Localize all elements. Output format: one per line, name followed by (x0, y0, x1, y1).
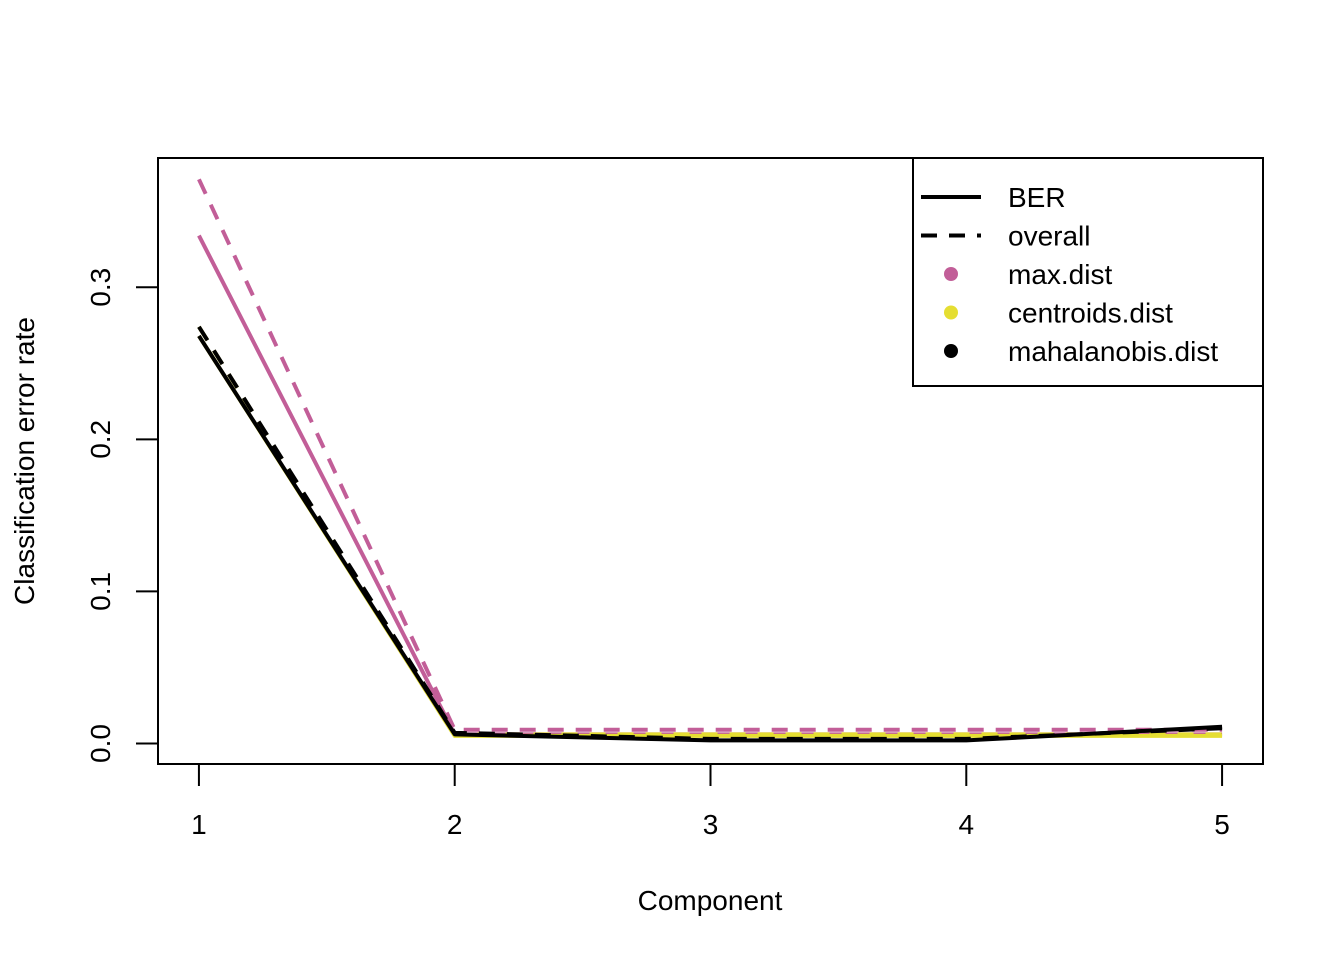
y-tick-label: 0.0 (85, 724, 116, 763)
y-axis-title: Classification error rate (9, 317, 40, 605)
x-tick-label: 2 (447, 809, 463, 840)
y-tick-label: 0.1 (85, 572, 116, 611)
x-tick-label: 3 (703, 809, 719, 840)
x-tick-label: 1 (191, 809, 207, 840)
legend-label-BER: BER (1008, 182, 1066, 213)
y-tick-label: 0.2 (85, 420, 116, 459)
series-line-mahalanobis-dist-overall (197, 325, 1223, 741)
y-axis: 0.0 0.1 0.2 0.3 (85, 268, 159, 763)
legend-label-overall: overall (1008, 221, 1090, 252)
legend-key-mahalanobis-dist (944, 344, 958, 358)
x-axis: 1 2 3 4 5 (191, 763, 1230, 840)
legend-label-max-dist: max.dist (1008, 259, 1112, 290)
legend-label-mahalanobis-dist: mahalanobis.dist (1008, 336, 1218, 367)
x-tick-label: 4 (958, 809, 974, 840)
x-axis-title: Component (638, 885, 783, 916)
series-layer (197, 178, 1223, 743)
legend-key-centroids-dist (944, 305, 958, 320)
series-line-max-dist-overall (197, 178, 1223, 732)
y-tick-label: 0.3 (85, 268, 116, 307)
x-tick-label: 5 (1214, 809, 1230, 840)
legend-label-centroids-dist: centroids.dist (1008, 298, 1173, 329)
legend-key-max-dist (944, 267, 958, 281)
legend: BER overall max.dist centroids.dist mahalano… (912, 157, 1264, 387)
